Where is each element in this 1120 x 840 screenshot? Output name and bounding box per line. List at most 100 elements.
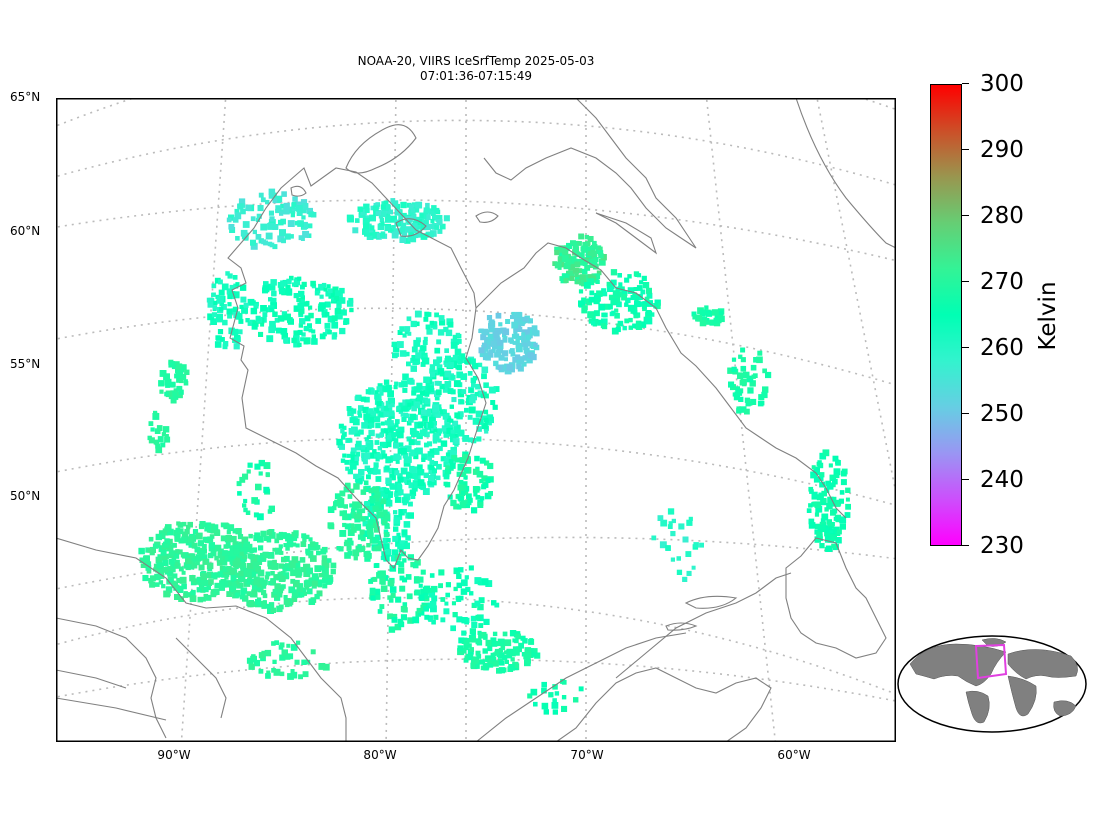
ice-pixel: [494, 650, 499, 656]
ice-pixel: [411, 346, 418, 353]
ice-pixel: [457, 648, 465, 656]
ice-pixel: [825, 527, 831, 533]
ice-pixel: [397, 543, 403, 550]
ice-pixel: [377, 446, 383, 451]
ice-pixel: [227, 524, 235, 532]
ice-pixel: [222, 341, 229, 347]
ice-pixel: [431, 585, 438, 593]
ice-pixel: [311, 329, 316, 334]
ice-pixel: [222, 523, 227, 528]
ice-pixel: [827, 496, 834, 504]
ice-pixel: [195, 560, 200, 566]
ice-pixel: [149, 581, 156, 588]
ice-pixel: [636, 293, 643, 300]
ice-pixel: [164, 391, 169, 397]
ice-pixel: [625, 297, 631, 304]
ice-pixel: [368, 579, 374, 584]
lat-label-65: 65°N: [10, 90, 41, 104]
ice-pixel: [483, 635, 488, 640]
ice-pixel: [483, 417, 489, 423]
ice-pixel: [389, 473, 396, 481]
ice-pixel: [229, 549, 237, 557]
ice-pixel: [394, 623, 402, 631]
ice-pixel: [765, 371, 772, 379]
ice-pixel: [354, 516, 361, 523]
ice-pixel: [242, 557, 247, 562]
ice-pixel: [483, 618, 490, 625]
ice-pixel: [416, 382, 423, 389]
ice-pixel: [407, 402, 412, 407]
ice-pixel: [398, 382, 404, 388]
ice-pixel: [181, 521, 187, 527]
ice-pixel: [502, 654, 508, 661]
ice-pixel: [429, 601, 437, 608]
ice-pixel: [435, 412, 441, 418]
ice-pixel: [169, 381, 176, 388]
ice-pixel: [402, 333, 407, 338]
ice-pixel: [337, 314, 343, 320]
ice-pixel: [255, 483, 262, 491]
ice-pixel: [452, 334, 457, 340]
ice-pixel: [396, 341, 404, 348]
ice-pixel: [162, 566, 169, 573]
ice-pixel: [152, 543, 159, 549]
ice-pixel: [574, 261, 581, 268]
ice-pixel: [386, 496, 391, 501]
ice-pixel: [762, 368, 767, 374]
ice-pixel: [450, 446, 457, 454]
ice-pixel: [388, 420, 394, 426]
ice-pixel: [402, 387, 408, 393]
ice-pixel: [399, 585, 406, 592]
ice-pixel: [238, 198, 246, 205]
ice-pixel: [465, 586, 471, 593]
ice-pixel: [201, 554, 208, 561]
ice-pixel: [645, 310, 652, 316]
ice-pixel: [458, 595, 464, 601]
ice-pixel: [402, 453, 409, 459]
ice-pixel: [399, 350, 407, 357]
ice-pixel: [431, 211, 436, 216]
ice-pixel: [370, 595, 376, 601]
ice-pixel: [808, 522, 816, 529]
ice-pixel: [272, 547, 277, 552]
ice-pixel: [182, 552, 189, 559]
ice-pixel: [155, 568, 160, 573]
ice-pixel: [416, 607, 422, 613]
ice-pixel: [413, 207, 420, 213]
ice-pixel: [247, 462, 253, 468]
ice-pixel: [467, 653, 474, 660]
ice-pixel: [350, 508, 356, 513]
ice-pixel: [289, 275, 294, 281]
ice-pixel: [423, 605, 429, 612]
ice-pixel: [232, 306, 238, 312]
ice-pixel: [453, 426, 461, 434]
ice-pixel: [216, 313, 223, 321]
ice-pixel: [219, 580, 225, 586]
ice-pixel: [733, 395, 739, 401]
ice-pixel: [379, 411, 385, 418]
ice-pixel: [427, 441, 433, 447]
ice-pixel: [753, 373, 758, 378]
ice-pixel: [457, 429, 465, 437]
ice-pixel: [331, 315, 338, 322]
ice-pixel: [543, 709, 549, 715]
ice-pixel: [534, 652, 541, 659]
ice-pixel: [496, 651, 503, 658]
ice-pixel: [293, 293, 299, 299]
ice-pixel: [415, 352, 422, 359]
ice-pixel: [272, 198, 278, 204]
ice-pixel: [461, 389, 467, 394]
ice-pixel: [829, 474, 836, 482]
ice-pixel: [388, 397, 395, 405]
ice-pixel: [218, 279, 223, 285]
ice-pixel: [444, 601, 449, 606]
ice-pixel: [839, 516, 847, 524]
ice-pixel: [364, 501, 371, 507]
ice-pixel: [602, 312, 608, 318]
ice-pixel: [423, 316, 429, 322]
ice-pixel: [453, 503, 460, 510]
ice-pixel: [368, 388, 375, 394]
ice-pixel: [279, 575, 286, 582]
ice-pixel: [160, 549, 167, 556]
ice-pixel: [211, 312, 217, 318]
